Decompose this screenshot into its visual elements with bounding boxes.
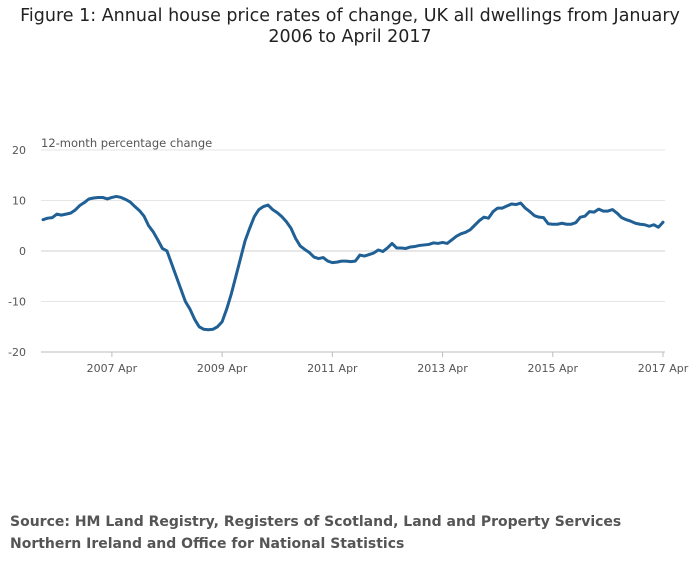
x-tick-label: 2013 Apr [417, 362, 468, 375]
gridlines [41, 149, 665, 353]
x-tick-label: 2009 Apr [197, 362, 248, 375]
x-tick-label: 2017 Apr [638, 362, 689, 375]
chart-title: Figure 1: Annual house price rates of ch… [20, 6, 680, 47]
y-tick-label: -10 [8, 296, 26, 309]
data-line [41, 194, 665, 332]
y-tick-label: -20 [8, 346, 26, 359]
y-tick-label: 20 [12, 144, 26, 157]
x-tick-label: 2007 Apr [87, 362, 138, 375]
y-tick-label: 10 [12, 195, 26, 208]
y-axis-label: 12-month percentage change [41, 136, 212, 150]
y-tick-label: 0 [19, 245, 26, 258]
y-axis: 20 10 0 -10 -20 [8, 144, 26, 359]
x-axis: 2007 Apr 2009 Apr 2011 Apr 2013 Apr 2015 Apr… [41, 351, 689, 375]
line-chart: 20 10 0 -10 -20 2007 Apr 2009 Apr 2011 Apr 2013… [8, 136, 689, 375]
x-tick-label: 2015 Apr [528, 362, 579, 375]
x-tick-label: 2011 Apr [307, 362, 358, 375]
source-note: Source: HM Land Registry, Registers of S… [10, 514, 622, 552]
